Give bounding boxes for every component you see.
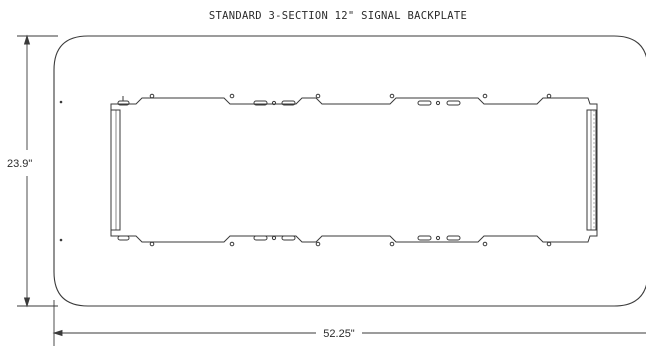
bottom-hole [149,241,155,247]
width-dimension [52,300,646,346]
top-slot-right-2 [446,100,461,106]
right-side-rail [586,109,597,231]
bottom-hole [229,241,235,247]
left-side-rail [110,109,121,231]
bottom-hole [315,241,321,247]
top-hole [389,93,395,99]
top-slot-center-2 [281,100,296,106]
width-dimension-label: 52.25" [323,328,355,340]
drawing-title: STANDARD 3-SECTION 12" SIGNAL BACKPLATE [209,10,467,22]
mount-dot-lower-left [59,238,63,242]
top-slot-center-1 [253,100,268,106]
top-hole [546,93,552,99]
cutout-outline [110,97,598,243]
bottom-slot-center-1 [253,235,268,241]
top-hole [315,93,321,99]
bottom-slot-right-2 [446,235,461,241]
top-slot-right-1 [417,100,432,106]
signal-cutout [110,93,598,247]
height-dimension-label: 23.9" [7,158,32,170]
bottom-slot-right-1 [417,235,432,241]
bottom-hole [389,241,395,247]
bottom-slot-left [117,235,130,241]
height-dimension [17,34,58,308]
mount-dot-upper-left [59,100,63,104]
top-hole [482,93,488,99]
bottom-hole [482,241,488,247]
bottom-hole [546,241,552,247]
top-hole [149,93,155,99]
bottom-slot-center-2 [281,235,296,241]
top-hole [229,93,235,99]
backplate-outline [53,35,646,307]
